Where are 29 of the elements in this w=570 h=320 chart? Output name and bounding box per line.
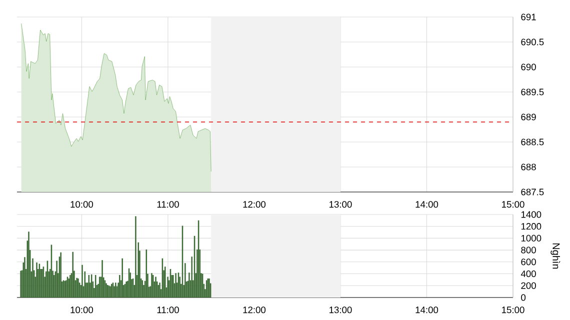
x-tick-label: 13:00 xyxy=(330,306,352,314)
y-tick-label: 600 xyxy=(521,258,536,266)
x-tick-label: 10:00 xyxy=(70,201,94,208)
x-tick-label: 15:00 xyxy=(502,201,524,208)
x-tick-label: 11:00 xyxy=(157,306,179,314)
y-tick-label: 689.5 xyxy=(521,88,544,96)
y-tick-label: 691 xyxy=(521,14,536,20)
y-axis-title: Nghìn xyxy=(550,243,560,269)
y-tick-label: 1000 xyxy=(521,234,542,242)
x-tick-label: 14:00 xyxy=(416,306,438,314)
y-tick-label: 689 xyxy=(521,114,536,120)
y-tick-label: 200 xyxy=(521,282,536,289)
x-tick-label: 14:00 xyxy=(416,201,438,208)
x-tick-label: 11:00 xyxy=(157,201,179,208)
y-tick-label: 688 xyxy=(521,164,536,170)
y-tick-label: 400 xyxy=(520,270,536,278)
y-tick-label: 1400 xyxy=(521,211,542,218)
x-tick-label: 12:00 xyxy=(243,306,266,314)
y-tick-label: 688.5 xyxy=(521,138,544,146)
y-tick-label: 800 xyxy=(521,246,536,254)
x-tick-label: 10:00 xyxy=(70,306,94,314)
y-tick-label: 690 xyxy=(521,64,536,70)
y-tick-label: 0 xyxy=(521,294,526,301)
y-tick-label: 690.5 xyxy=(521,38,544,46)
x-tick-label: 12:00 xyxy=(243,201,266,208)
x-tick-label: 15:00 xyxy=(502,306,524,314)
y-tick-label: 687.5 xyxy=(521,188,544,196)
y-tick-label: 1200 xyxy=(521,223,542,230)
x-tick-label: 13:00 xyxy=(330,201,352,208)
